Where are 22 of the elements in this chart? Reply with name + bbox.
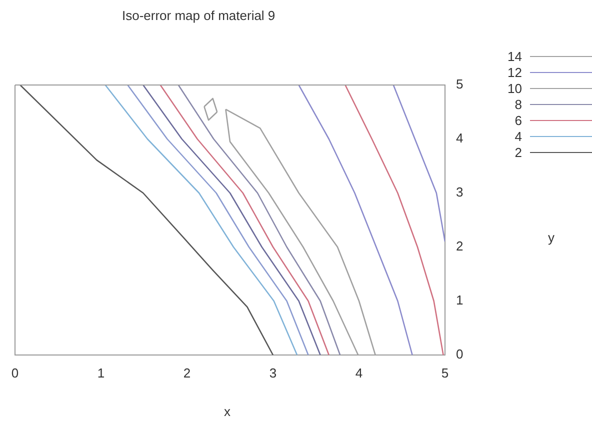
legend-label: 6 xyxy=(514,112,522,128)
y-tick-label: 1 xyxy=(456,292,464,308)
x-tick-label: 2 xyxy=(183,365,191,380)
legend-label: 12 xyxy=(506,64,522,80)
legend-label: 14 xyxy=(506,48,522,64)
legend-label: 4 xyxy=(514,128,522,144)
x-tick-label: 5 xyxy=(441,365,449,380)
chart-title: Iso-error map of material 9 xyxy=(122,8,276,23)
y-tick-label: 0 xyxy=(456,346,464,362)
x-tick-label: 3 xyxy=(269,365,277,380)
y-tick-label: 4 xyxy=(456,130,464,146)
x-axis-title: x xyxy=(224,404,230,419)
x-tick-label: 0 xyxy=(11,365,19,380)
legend-label: 2 xyxy=(514,144,522,160)
y-tick-label: 3 xyxy=(456,184,464,200)
text: y xyxy=(548,230,554,245)
x-tick-label: 4 xyxy=(355,365,363,380)
legend-label: 10 xyxy=(506,80,522,96)
y-tick-label: 2 xyxy=(456,238,464,254)
y-tick-label: 5 xyxy=(456,76,464,92)
legend-label: 8 xyxy=(514,96,522,112)
x-tick-label: 1 xyxy=(97,365,105,380)
